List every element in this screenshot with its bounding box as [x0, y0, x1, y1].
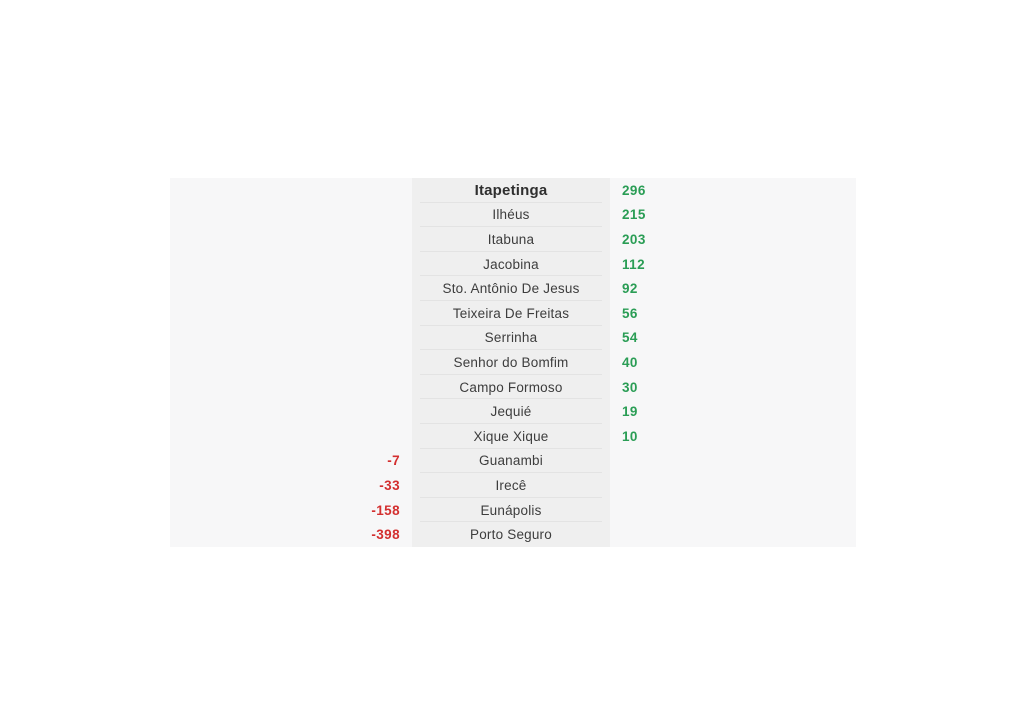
city-column-strip	[412, 178, 610, 547]
city-label: Ilhéus	[412, 203, 610, 228]
table-row: -398 Porto Seguro	[170, 522, 856, 547]
city-label: Itabuna	[412, 227, 610, 252]
table-row: Ilhéus 215	[170, 203, 856, 228]
table-row: -7 Guanambi	[170, 449, 856, 474]
positive-value: 30	[622, 379, 638, 395]
table-row: Senhor do Bomfim 40	[170, 350, 856, 375]
city-label: Guanambi	[412, 449, 610, 474]
city-label: Eunápolis	[412, 498, 610, 523]
city-label: Porto Seguro	[470, 527, 552, 543]
city-label: Senhor do Bomfim	[412, 350, 610, 375]
city-label: Serrinha	[412, 326, 610, 351]
positive-value: 203	[622, 231, 646, 247]
table-row: Serrinha 54	[170, 326, 856, 351]
negative-value: -398	[371, 527, 400, 543]
table-row: Jequié 19	[170, 399, 856, 424]
ranking-panel: Itapetinga 296 Ilhéus 215 Itabuna 203 Jacobina…	[170, 178, 856, 547]
negative-value: -158	[371, 502, 400, 518]
table-row: -158 Eunápolis	[170, 498, 856, 523]
table-row: Sto. Antônio De Jesus 92	[170, 276, 856, 301]
positive-value: 40	[622, 354, 638, 370]
negative-value: -33	[379, 477, 400, 493]
positive-value: 19	[622, 404, 638, 420]
table-row: -33 Irecê	[170, 473, 856, 498]
table-row: Itapetinga 296	[170, 178, 856, 203]
positive-value: 56	[622, 305, 638, 321]
city-label: Itapetinga	[412, 178, 610, 203]
city-label: Jequié	[412, 399, 610, 424]
negative-value: -7	[387, 453, 400, 469]
positive-value: 54	[622, 330, 638, 346]
table-row: Campo Formoso 30	[170, 375, 856, 400]
positive-value: 296	[622, 182, 646, 198]
city-label: Campo Formoso	[412, 375, 610, 400]
positive-value: 92	[622, 281, 638, 297]
table-row: Xique Xique 10	[170, 424, 856, 449]
table-row: Teixeira De Freitas 56	[170, 301, 856, 326]
positive-value: 215	[622, 207, 646, 223]
city-label: Sto. Antônio De Jesus	[412, 276, 610, 301]
city-label: Teixeira De Freitas	[412, 301, 610, 326]
city-label: Xique Xique	[412, 424, 610, 449]
city-label: Jacobina	[412, 252, 610, 277]
positive-value: 112	[622, 256, 645, 272]
table-row: Jacobina 112	[170, 252, 856, 277]
ranking-table: Itapetinga 296 Ilhéus 215 Itabuna 203 Jacobina…	[170, 178, 856, 547]
positive-value: 10	[622, 428, 638, 444]
city-label: Irecê	[412, 473, 610, 498]
table-row: Itabuna 203	[170, 227, 856, 252]
